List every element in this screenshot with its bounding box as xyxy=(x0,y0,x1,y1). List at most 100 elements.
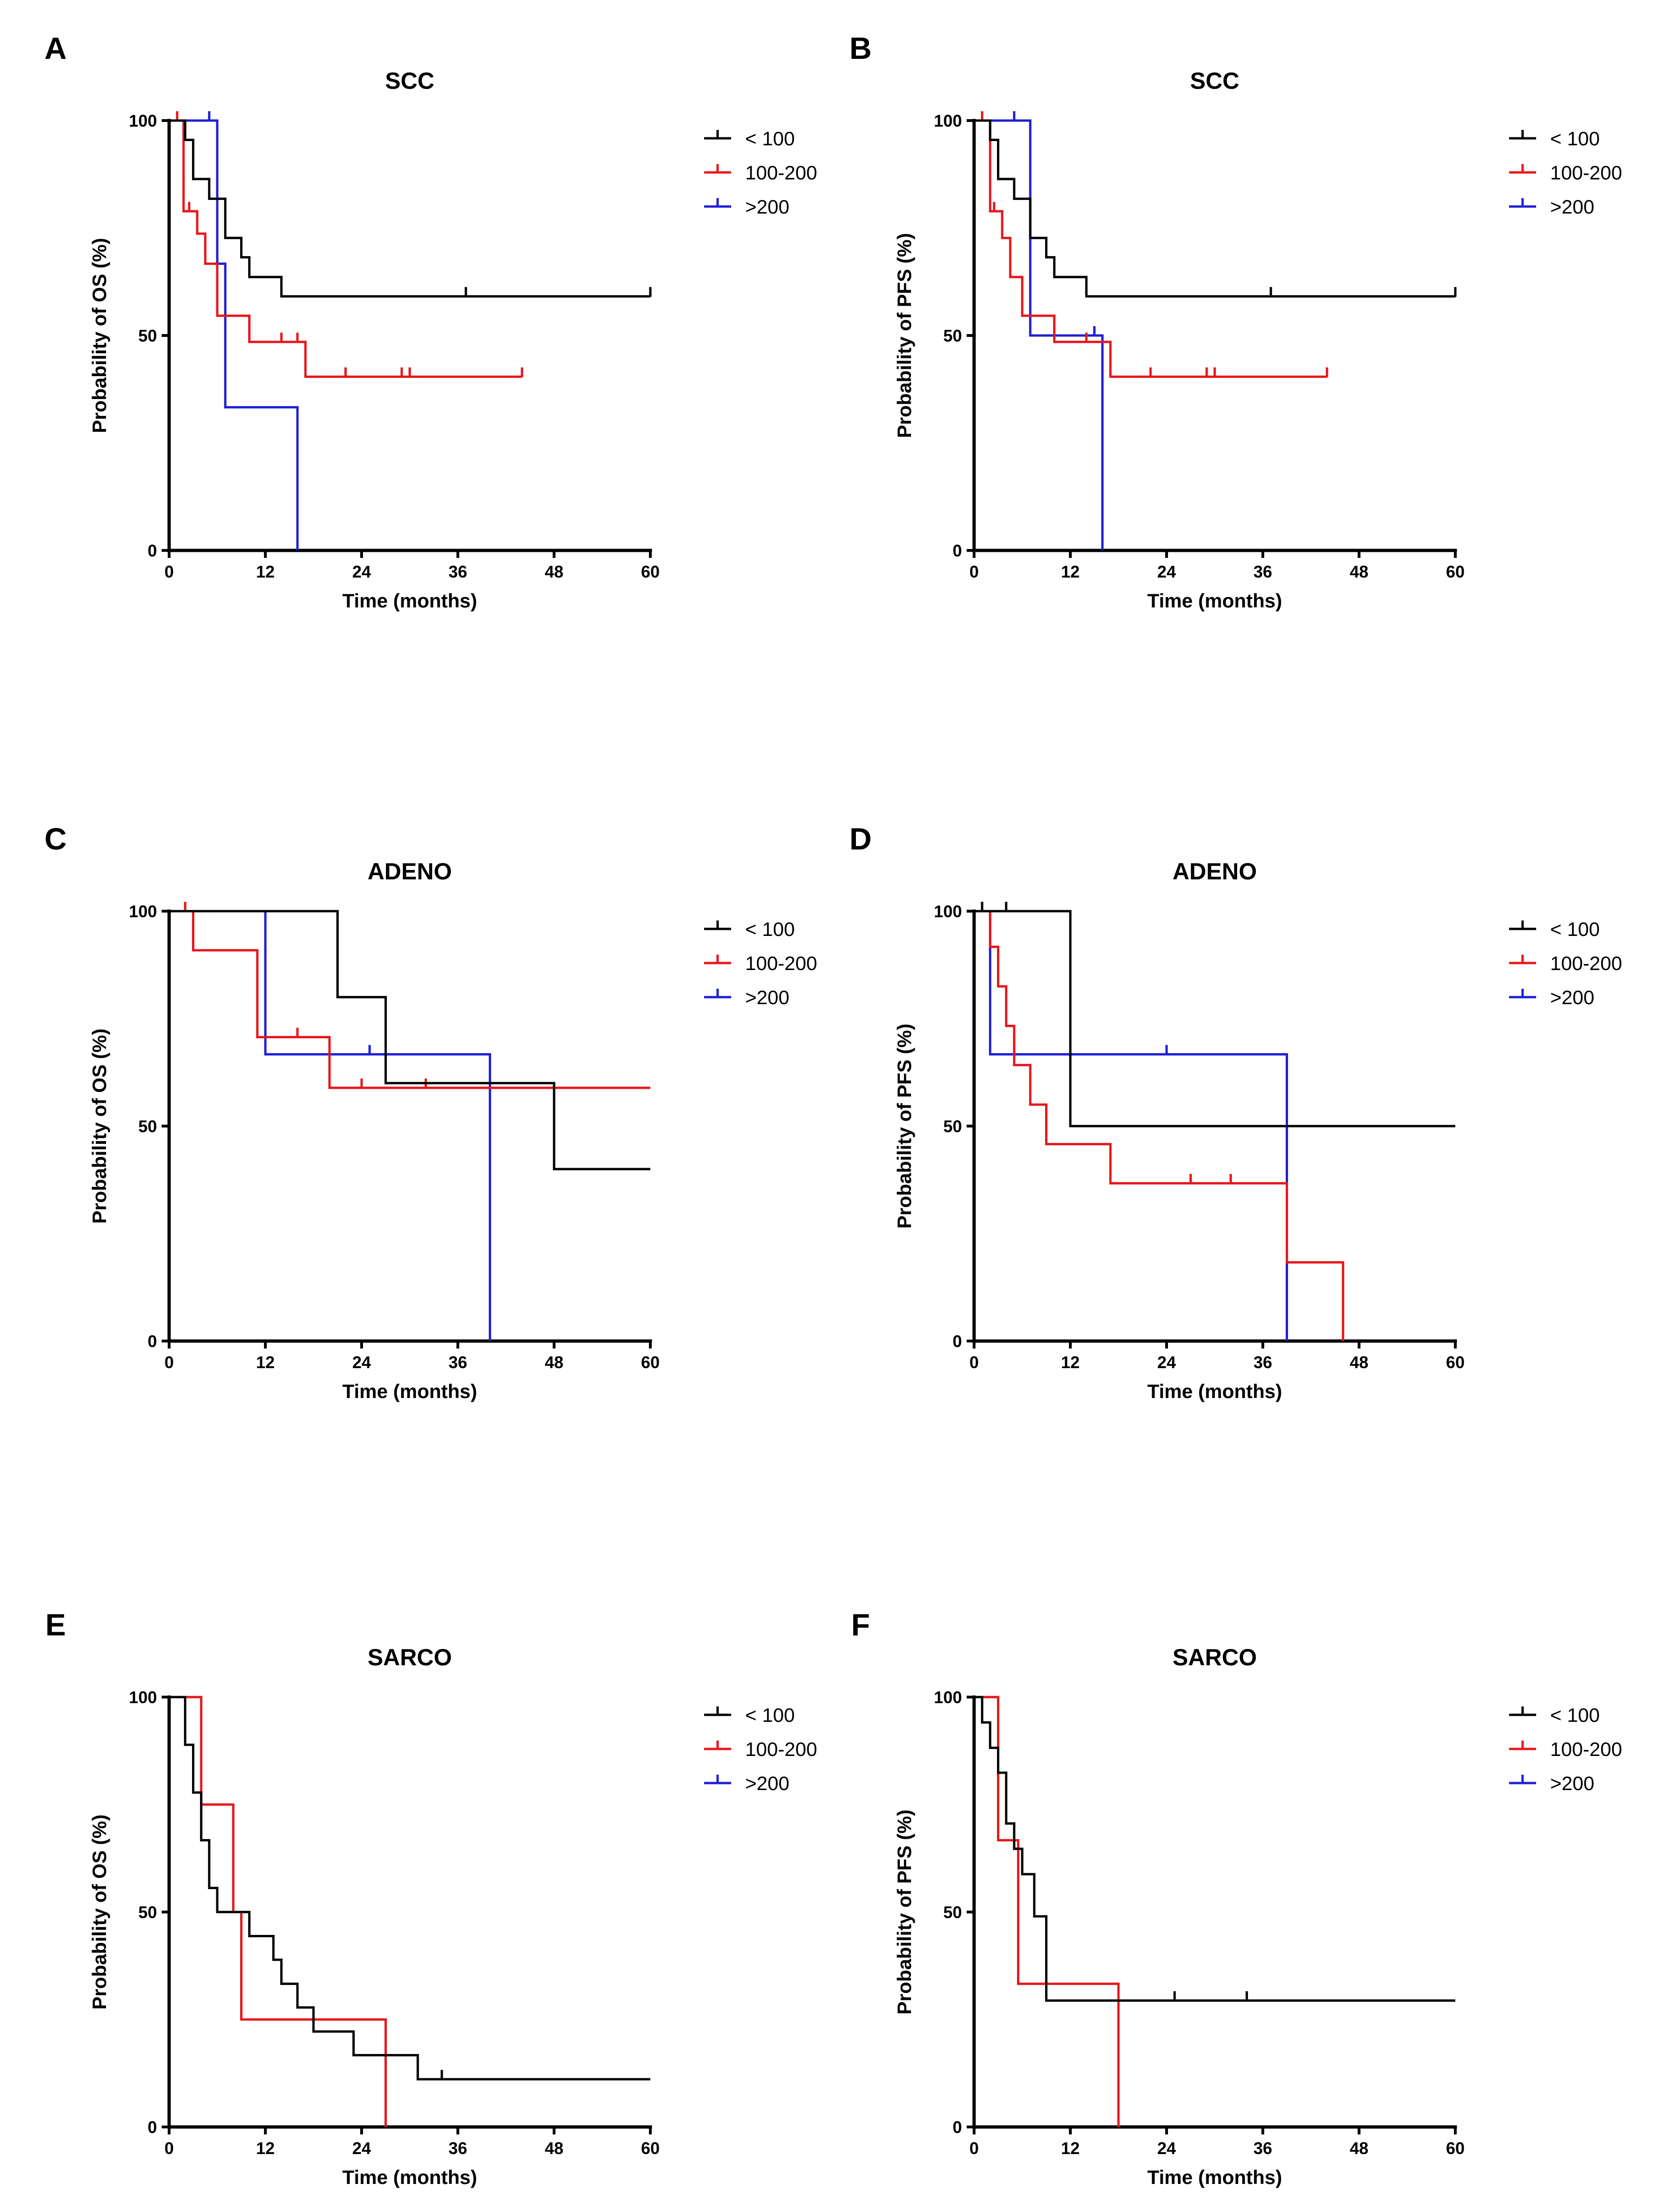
y-axis-label: Probability of OS (%) xyxy=(88,1028,110,1224)
x-tick-label: 36 xyxy=(449,562,467,581)
legend-label: < 100 xyxy=(1550,128,1600,150)
chart-panel-c: C ADENO 0 12 24 36 48 60 0 50 100 Time (months) Prob… xyxy=(44,821,817,1402)
legend-label: >200 xyxy=(1550,986,1595,1008)
x-tick-label: 36 xyxy=(449,1353,467,1372)
x-tick-label: 48 xyxy=(1350,2139,1368,2158)
y-tick-label: 0 xyxy=(148,2118,157,2137)
chart-title: ADENO xyxy=(1173,858,1257,885)
km-curve-100200 xyxy=(974,1696,1120,2127)
x-tick-label: 48 xyxy=(1350,562,1368,581)
legend-label: >200 xyxy=(1550,196,1595,218)
x-tick-label: 0 xyxy=(164,1353,174,1372)
x-tick-label: 36 xyxy=(449,2139,467,2158)
x-tick-label: 0 xyxy=(969,562,979,581)
legend-label: 100-200 xyxy=(1550,1738,1622,1760)
legend-label: < 100 xyxy=(745,128,795,150)
x-tick-label: 12 xyxy=(1061,1353,1080,1372)
x-tick-label: 24 xyxy=(1157,562,1176,581)
panels-container: A SCC 0 12 24 36 48 60 0 50 100 Time (months) Probab… xyxy=(44,31,1622,2188)
legend-label: 100-200 xyxy=(1550,952,1622,974)
x-tick-label: 12 xyxy=(256,1353,275,1372)
y-tick-label: 0 xyxy=(953,2118,962,2137)
legend-label: 100-200 xyxy=(745,1738,817,1760)
x-tick-label: 24 xyxy=(352,562,371,581)
chart-title: SARCO xyxy=(1173,1644,1257,1670)
y-tick-label: 100 xyxy=(129,902,157,921)
chart-panel-b: B SCC 0 12 24 36 48 60 0 50 100 Time (months) Probab… xyxy=(849,31,1622,612)
x-tick-label: 60 xyxy=(1446,2139,1465,2158)
panel-letter: B xyxy=(849,31,872,65)
x-tick-label: 0 xyxy=(969,2139,979,2158)
x-tick-label: 60 xyxy=(641,1353,660,1372)
y-tick-label: 0 xyxy=(953,541,962,560)
legend-label: < 100 xyxy=(1550,1704,1600,1726)
y-tick-label: 100 xyxy=(934,111,962,130)
km-curve-100 xyxy=(169,119,650,298)
x-tick-label: 24 xyxy=(352,2139,371,2158)
x-tick-label: 60 xyxy=(1446,562,1465,581)
y-axis-label: Probability of PFS (%) xyxy=(893,233,915,438)
chart-panel-a: A SCC 0 12 24 36 48 60 0 50 100 Time (months) Probab… xyxy=(44,31,817,612)
x-tick-label: 48 xyxy=(545,2139,563,2158)
x-tick-label: 12 xyxy=(256,2139,275,2158)
y-axis-label: Probability of OS (%) xyxy=(88,1814,110,2010)
x-tick-label: 12 xyxy=(1061,562,1080,581)
x-tick-label: 24 xyxy=(1157,1353,1176,1372)
chart-title: SCC xyxy=(1190,68,1239,94)
x-axis-label: Time (months) xyxy=(1147,1380,1282,1402)
chart-title: ADENO xyxy=(368,858,452,885)
x-tick-label: 24 xyxy=(1157,2139,1176,2158)
y-tick-label: 100 xyxy=(129,111,157,130)
panel-letter: D xyxy=(849,821,872,856)
y-axis-label: Probability of OS (%) xyxy=(88,238,110,433)
km-curve-100200 xyxy=(169,119,522,378)
chart-panel-e: E SARCO 0 12 24 36 48 60 0 50 100 Time (months) Prob… xyxy=(45,1607,817,2188)
km-curve-100 xyxy=(169,1696,650,2081)
y-axis-label: Probability of PFS (%) xyxy=(893,1810,915,2015)
panel-letter: C xyxy=(44,821,67,856)
x-tick-label: 60 xyxy=(641,562,660,581)
legend-label: < 100 xyxy=(745,1704,795,1726)
x-tick-label: 60 xyxy=(641,2139,660,2158)
y-tick-label: 50 xyxy=(943,1903,962,1922)
x-axis-label: Time (months) xyxy=(342,1380,477,1402)
x-axis-label: Time (months) xyxy=(342,2166,477,2188)
x-tick-label: 60 xyxy=(1446,1353,1465,1372)
km-curve-200 xyxy=(169,119,299,550)
x-tick-label: 0 xyxy=(969,1353,979,1372)
y-tick-label: 50 xyxy=(943,1117,962,1136)
x-tick-label: 48 xyxy=(545,1353,563,1372)
km-curve-100 xyxy=(974,1696,1455,2002)
x-tick-label: 12 xyxy=(1061,2139,1080,2158)
legend-label: 100-200 xyxy=(745,952,817,974)
x-tick-label: 48 xyxy=(545,562,563,581)
x-tick-label: 24 xyxy=(352,1353,371,1372)
x-axis-label: Time (months) xyxy=(1147,2166,1282,2188)
x-tick-label: 36 xyxy=(1253,562,1272,581)
panel-letter: A xyxy=(44,31,67,65)
legend-label: 100-200 xyxy=(1550,162,1622,184)
km-curve-200 xyxy=(974,119,1104,550)
legend-label: 100-200 xyxy=(745,162,817,184)
km-curve-100 xyxy=(169,910,650,1170)
legend-label: >200 xyxy=(745,986,790,1008)
km-curve-100200 xyxy=(974,119,1327,378)
y-tick-label: 50 xyxy=(138,1117,157,1136)
chart-title: SARCO xyxy=(368,1644,452,1670)
x-tick-label: 0 xyxy=(164,562,174,581)
x-tick-label: 0 xyxy=(164,2139,174,2158)
km-curve-100200 xyxy=(974,910,1345,1341)
y-tick-label: 0 xyxy=(148,1332,157,1351)
y-tick-label: 50 xyxy=(943,326,962,345)
x-tick-label: 36 xyxy=(1253,1353,1272,1372)
legend-label: >200 xyxy=(745,1772,790,1794)
x-axis-label: Time (months) xyxy=(1147,590,1282,612)
legend-label: >200 xyxy=(1550,1772,1595,1794)
chart-panel-f: F SARCO 0 12 24 36 48 60 0 50 100 Time (months) Prob… xyxy=(851,1607,1622,2188)
panel-letter: F xyxy=(851,1607,870,1642)
x-axis-label: Time (months) xyxy=(342,590,477,612)
km-curve-100 xyxy=(974,910,1455,1127)
x-tick-label: 48 xyxy=(1350,1353,1368,1372)
